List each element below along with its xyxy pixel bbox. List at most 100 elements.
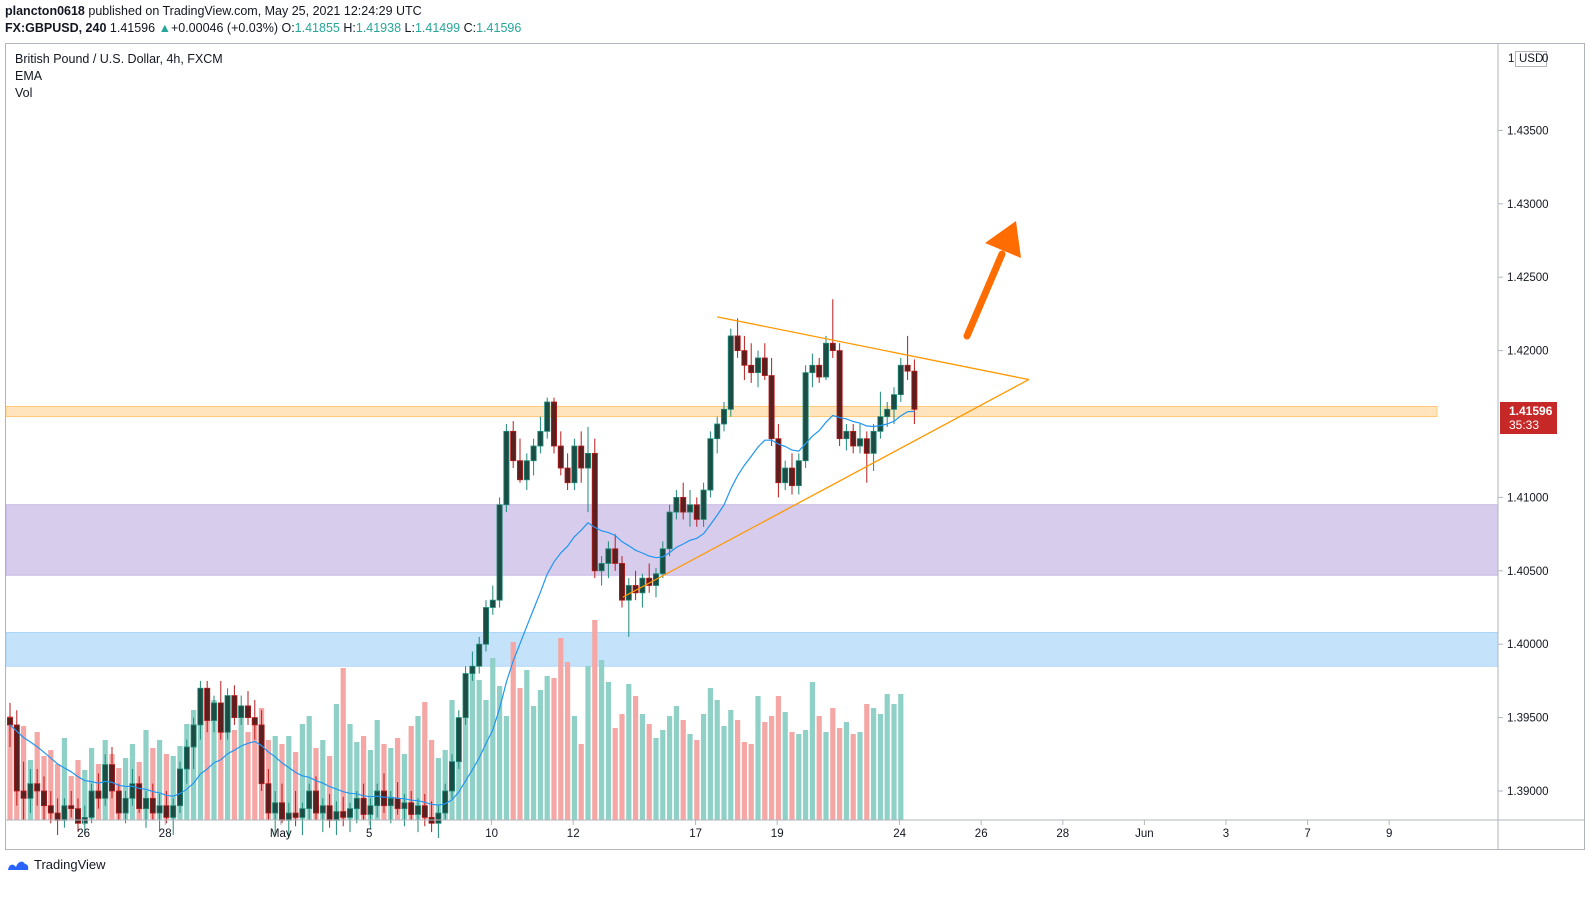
candle: [27, 768, 34, 814]
candle-body: [598, 563, 605, 572]
candle: [346, 802, 353, 833]
candle-body: [122, 797, 129, 814]
candle-body: [727, 335, 734, 410]
candle-body: [136, 783, 143, 810]
time-tick-label: 28: [1056, 828, 1069, 840]
close-value: 1.41596: [476, 21, 522, 35]
volume-bar: [476, 680, 482, 820]
price-tick-label: 1.42500: [1507, 272, 1549, 284]
volume-bar: [490, 658, 496, 820]
scale-zero-label: 0: [1542, 53, 1549, 65]
candle: [13, 710, 20, 806]
candle: [88, 783, 95, 824]
volume-bar: [687, 734, 693, 820]
candle-body: [850, 430, 857, 447]
tradingview-logo[interactable]: TradingView: [6, 857, 106, 872]
candle-body: [47, 805, 54, 814]
candle-body: [115, 790, 122, 814]
candle-body: [680, 496, 687, 513]
candle: [408, 791, 415, 821]
candle-body: [360, 797, 367, 815]
candle-body: [605, 548, 612, 564]
candle-body: [272, 802, 279, 814]
volume-bar: [143, 730, 149, 820]
volume-bar: [537, 690, 543, 820]
volume-bar: [293, 752, 299, 820]
candle-body: [421, 805, 428, 818]
candle: [897, 357, 904, 402]
candle-body: [442, 790, 449, 814]
candle: [836, 343, 843, 447]
candle: [20, 761, 27, 821]
candle: [312, 776, 319, 821]
volume-bar: [367, 750, 373, 820]
volume-bar: [388, 748, 394, 820]
zones-layer: [5, 405, 1499, 667]
candle: [224, 688, 231, 740]
candle-body: [782, 467, 789, 484]
volume-bar: [429, 740, 435, 820]
candle: [891, 387, 898, 424]
candle: [360, 783, 367, 821]
candle: [829, 299, 836, 358]
time-tick-label: 26: [77, 828, 90, 840]
candle-body: [374, 790, 381, 807]
volume-bar: [789, 732, 795, 820]
candle: [537, 416, 544, 454]
candle-body: [414, 805, 421, 815]
candle-body: [755, 357, 762, 374]
zone-blue-demand: [5, 632, 1499, 667]
candle: [197, 680, 204, 740]
volume-bar: [170, 756, 176, 820]
legend-vol[interactable]: Vol: [15, 86, 33, 100]
volume-bar: [252, 722, 258, 820]
candle: [816, 357, 823, 383]
legend-ema[interactable]: EMA: [15, 69, 43, 83]
candle: [319, 798, 326, 833]
candle-body: [714, 423, 721, 440]
candle: [476, 636, 483, 674]
candle-body: [455, 717, 462, 763]
volume-bar: [769, 716, 775, 820]
candle-body: [408, 802, 415, 815]
candle-body: [564, 467, 571, 484]
volume-bar: [245, 732, 251, 820]
volume-bar: [238, 716, 244, 820]
volume-bar: [286, 736, 292, 820]
candle-body: [13, 724, 20, 792]
candle-body: [870, 430, 877, 454]
candle-body: [775, 438, 782, 484]
candle-body: [741, 350, 748, 366]
candle: [231, 685, 238, 725]
candle-body: [571, 445, 578, 484]
candle-body: [448, 761, 455, 792]
volume-bar: [163, 754, 169, 820]
legend-title[interactable]: British Pound / U.S. Dollar, 4h, FXCM: [15, 52, 223, 66]
volume-bar: [857, 732, 863, 820]
high-value: 1.41938: [355, 21, 402, 35]
candle: [109, 746, 116, 799]
candles-layer: [7, 299, 918, 838]
candle-body: [367, 805, 374, 815]
candle-body: [401, 802, 408, 810]
candle: [340, 796, 347, 827]
candle-body: [278, 802, 285, 821]
volume-bar: [82, 770, 88, 820]
low-value: 1.41499: [414, 21, 461, 35]
candle: [353, 791, 360, 824]
author-name[interactable]: plancton0618: [5, 4, 85, 18]
current-price-tag: 1.41596 35:33: [1500, 402, 1557, 434]
candle-body: [129, 783, 136, 799]
low-label: L:: [404, 21, 415, 35]
triangle-lower-line: [622, 378, 1030, 598]
volume-bar: [340, 668, 346, 820]
currency-selector[interactable]: USD: [1515, 51, 1548, 67]
bar-countdown: 35:33: [1509, 418, 1540, 432]
volume-bar: [463, 694, 469, 820]
candle: [551, 397, 558, 454]
volume-bar: [850, 734, 856, 820]
volume-bar: [884, 694, 890, 820]
candle: [741, 335, 748, 380]
candle-body: [61, 805, 68, 821]
